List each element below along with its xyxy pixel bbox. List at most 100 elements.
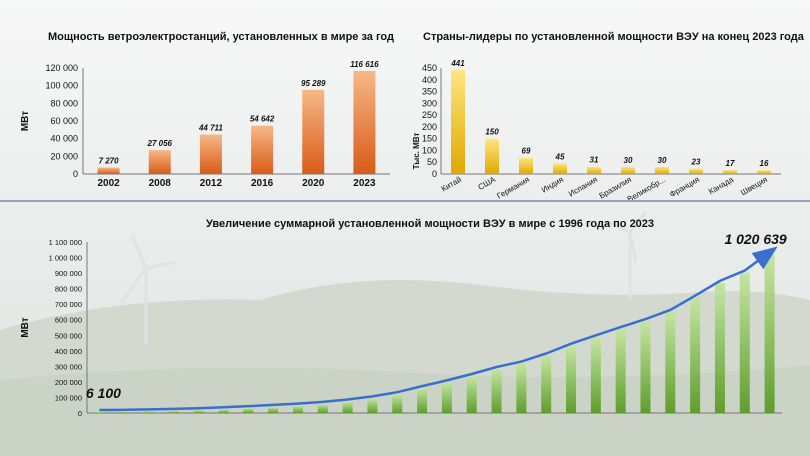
bar: [587, 166, 601, 174]
x-tick-label: 2023: [353, 178, 376, 189]
bar: [516, 363, 527, 413]
x-tick-label: 2016: [251, 178, 274, 189]
bar: [367, 398, 378, 413]
wind-turbine-icon: [120, 211, 648, 345]
bar: [553, 163, 567, 174]
chart2-title: Страны-лидеры по установленной мощности …: [423, 31, 804, 43]
data-label: 69: [522, 147, 531, 156]
trend-arrow: [99, 246, 778, 412]
x-tick-label: 2012: [200, 178, 223, 189]
y-axis-label: Тыс. МВт: [412, 133, 421, 170]
bar: [353, 70, 376, 174]
data-label: 16: [760, 159, 769, 168]
data-label: 54 642: [250, 115, 275, 124]
bar: [302, 89, 325, 174]
x-tick-label: 2002: [97, 178, 120, 189]
section-divider: [0, 200, 810, 202]
x-tick-label: Испания: [567, 175, 599, 199]
bar: [714, 282, 725, 413]
x-tick-label: Франция: [668, 175, 701, 199]
bar: [723, 169, 737, 174]
chart-cumulative-capacity: 0 100 000 200 000 300 000 400 000 500 000 600 …: [20, 231, 787, 418]
y-tick-label: 400: [422, 75, 437, 85]
bar: [392, 394, 403, 413]
data-label: 45: [555, 152, 565, 161]
bar: [199, 134, 222, 174]
y-tick-label: 1 100 000: [49, 238, 82, 247]
chart1-title: Мощность ветроэлектростанций, установлен…: [48, 31, 394, 43]
bar: [451, 70, 465, 174]
data-label: 7 270: [99, 157, 120, 166]
data-label: 17: [726, 159, 735, 168]
bar: [268, 406, 279, 413]
y-tick-label: 350: [422, 87, 437, 97]
data-label: 30: [624, 156, 633, 165]
bar: [739, 272, 750, 413]
y-tick-label: 0: [73, 169, 78, 179]
data-label: 23: [691, 158, 701, 167]
x-tick-label: 2008: [149, 178, 172, 189]
bar: [541, 355, 552, 413]
x-tick-label: Китай: [440, 175, 463, 194]
bar: [519, 157, 533, 174]
y-tick-label: 100: [422, 145, 437, 155]
bar: [94, 412, 105, 414]
y-tick-label: 900 000: [55, 269, 82, 278]
bar: [757, 170, 771, 174]
y-tick-label: 700 000: [55, 300, 82, 309]
end-annotation: 1 020 639: [724, 231, 786, 247]
y-tick-label: 50: [427, 157, 437, 167]
bar: [615, 329, 626, 413]
x-tick-label: Швеция: [739, 175, 769, 197]
bar: [168, 410, 179, 413]
y-tick-label: 800 000: [55, 285, 82, 294]
bar: [491, 369, 502, 413]
bar: [621, 166, 635, 174]
bar: [243, 408, 254, 413]
bar: [590, 337, 601, 413]
bar: [566, 345, 577, 413]
bar: [466, 376, 477, 413]
data-label: 441: [450, 59, 465, 68]
data-label: 150: [485, 128, 499, 137]
y-tick-label: 150: [422, 134, 437, 144]
bar: [485, 138, 499, 174]
y-tick-label: 0: [432, 169, 437, 179]
x-tick-label: Германия: [495, 175, 531, 200]
x-tick-label: Индия: [540, 175, 565, 195]
y-tick-label: 200 000: [55, 378, 82, 387]
y-tick-label: 100 000: [55, 393, 82, 402]
y-tick-label: 300: [422, 98, 437, 108]
bar: [218, 409, 229, 413]
bar: [119, 411, 130, 413]
y-tick-label: 200: [422, 122, 437, 132]
data-label: 95 289: [301, 79, 326, 88]
y-tick-label: 500 000: [55, 331, 82, 340]
bar: [193, 410, 204, 413]
bar: [417, 388, 428, 413]
data-label: 31: [590, 156, 599, 165]
y-tick-label: 120 000: [45, 63, 78, 73]
data-label: 27 056: [147, 139, 173, 148]
bar: [655, 166, 669, 174]
bar: [251, 125, 274, 174]
chart-annual-installed: 0 20 000 40 000 60 000 80 000 100 000 120 000 М…: [20, 60, 390, 189]
bar: [764, 254, 775, 413]
y-tick-label: 250: [422, 110, 437, 120]
data-label: 116 616: [350, 60, 379, 69]
bar: [689, 168, 703, 174]
bar: [97, 167, 120, 174]
y-tick-label: 300 000: [55, 362, 82, 371]
y-tick-label: 60 000: [50, 116, 78, 126]
bar: [441, 382, 452, 413]
y-tick-label: 80 000: [50, 98, 78, 108]
bar: [317, 403, 328, 413]
y-tick-label: 40 000: [50, 134, 78, 144]
x-tick-label: Великобр...: [626, 175, 667, 200]
bar: [144, 411, 155, 413]
y-tick-label: 100 000: [45, 81, 78, 91]
y-tick-label: 600 000: [55, 316, 82, 325]
bar: [690, 297, 701, 413]
bar: [665, 311, 676, 413]
